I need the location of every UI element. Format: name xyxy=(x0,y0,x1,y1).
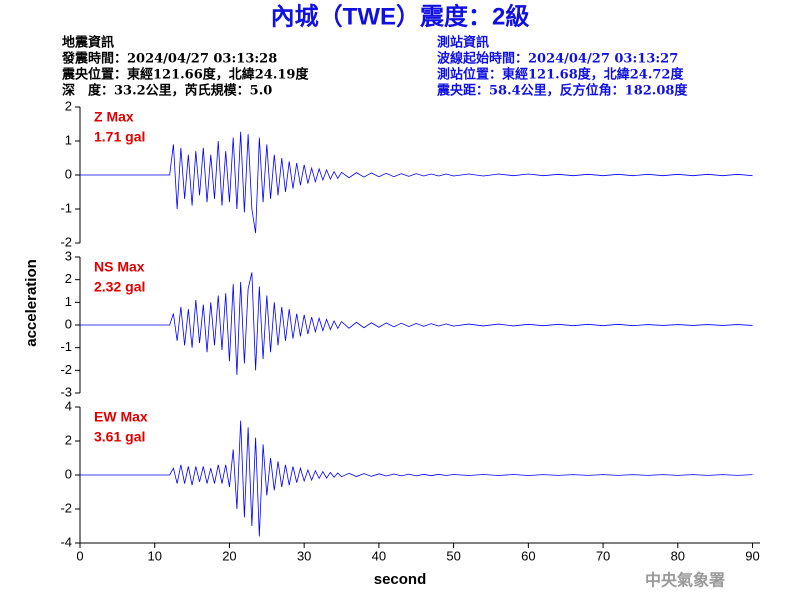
waveform xyxy=(80,420,753,537)
max-label: 2.32 gal xyxy=(94,279,145,295)
max-label: Z Max xyxy=(94,109,134,125)
y-tick-label: 1 xyxy=(65,294,72,309)
y-tick-label: 2 xyxy=(65,271,72,286)
quake-info: 地震資訊 xyxy=(62,35,114,51)
x-tick-label: 60 xyxy=(521,548,535,563)
station-info: 測站資訊 xyxy=(437,35,489,51)
x-axis-label: second xyxy=(374,571,427,588)
y-tick-label: 2 xyxy=(65,98,72,113)
x-tick-label: 50 xyxy=(446,548,460,563)
y-tick-label: 4 xyxy=(65,398,72,413)
watermark: 中央氣象署 xyxy=(645,571,725,590)
y-tick-label: 0 xyxy=(65,166,72,181)
x-tick-label: 70 xyxy=(596,548,610,563)
station-info: 測站位置：東經121.68度，北緯24.72度 xyxy=(437,67,684,83)
y-tick-label: -4 xyxy=(60,534,72,549)
y-tick-label: -1 xyxy=(60,200,72,215)
station-info: 震央距：58.4公里，反方位角：182.08度 xyxy=(436,83,688,99)
y-tick-label: 1 xyxy=(65,132,72,147)
max-label: NS Max xyxy=(94,259,145,275)
x-tick-label: 20 xyxy=(222,548,236,563)
y-tick-label: 3 xyxy=(65,248,72,263)
station-info: 波線起始時間：2024/04/27 03:13:27 xyxy=(437,51,678,67)
waveform xyxy=(80,272,753,375)
y-tick-label: 0 xyxy=(65,316,72,331)
x-tick-label: 10 xyxy=(147,548,161,563)
max-label: 1.71 gal xyxy=(94,129,145,145)
x-tick-label: 40 xyxy=(372,548,386,563)
max-label: 3.61 gal xyxy=(94,429,145,445)
y-tick-label: 2 xyxy=(65,432,72,447)
x-tick-label: 80 xyxy=(671,548,685,563)
x-tick-label: 90 xyxy=(745,548,759,563)
y-tick-label: -1 xyxy=(60,339,72,354)
x-tick-label: 0 xyxy=(76,548,83,563)
quake-info: 震央位置：東經121.66度，北緯24.19度 xyxy=(61,67,309,83)
x-tick-label: 30 xyxy=(297,548,311,563)
y-tick-label: -2 xyxy=(60,234,72,249)
quake-info: 發震時間：2024/04/27 03:13:28 xyxy=(61,51,277,67)
y-tick-label: 0 xyxy=(65,466,72,481)
y-axis-label: acceleration xyxy=(23,259,40,347)
y-tick-label: -3 xyxy=(60,384,72,399)
y-tick-label: -2 xyxy=(60,500,72,515)
max-label: EW Max xyxy=(94,409,148,425)
y-tick-label: -2 xyxy=(60,362,72,377)
quake-info: 深 度：33.2公里，芮氏規模：5.0 xyxy=(62,83,272,99)
title: 內城（TWE）震度：2級 xyxy=(271,2,530,30)
waveform xyxy=(80,131,753,234)
